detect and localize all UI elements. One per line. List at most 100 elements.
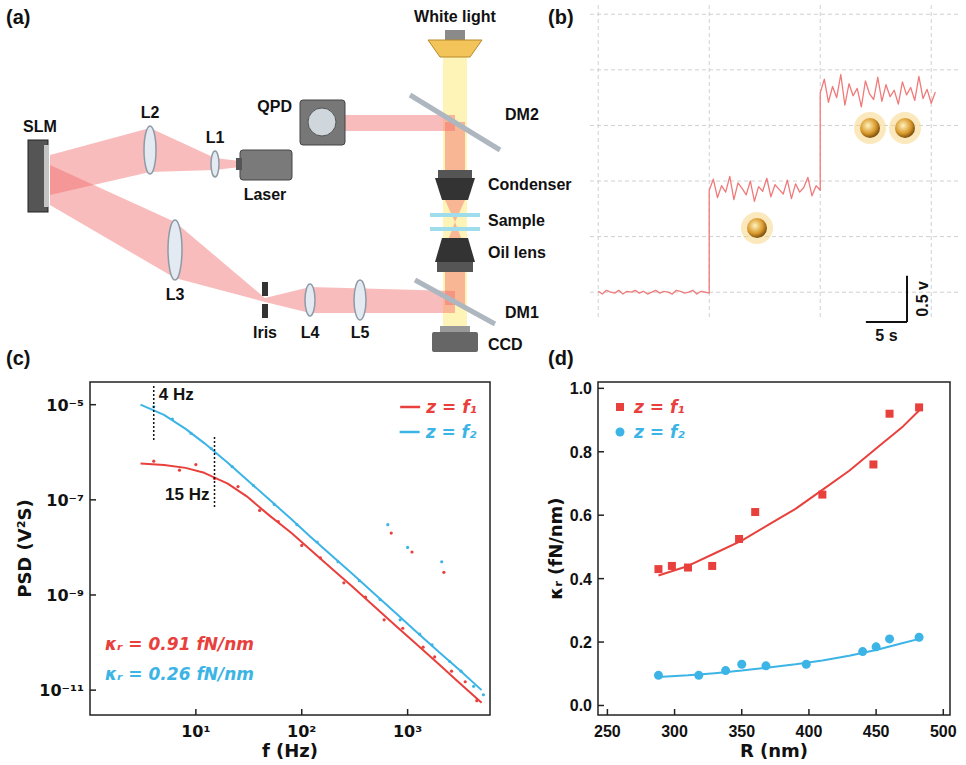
- legend-swatch: [400, 431, 420, 434]
- y-tick: [90, 594, 96, 596]
- sample: [430, 227, 480, 231]
- marker: [885, 634, 894, 643]
- scale-bar: [906, 276, 908, 322]
- y-tick: [90, 404, 96, 406]
- plot-frame: [598, 382, 950, 715]
- x-tick: [195, 709, 197, 715]
- legend-label: z = f₁: [425, 397, 477, 417]
- component-label: L3: [166, 286, 185, 303]
- grid-line: [590, 69, 960, 70]
- marker: [231, 465, 234, 468]
- marker: [433, 655, 436, 658]
- marker: [475, 699, 478, 702]
- panel-letter: (c): [6, 347, 30, 369]
- iris: [262, 304, 268, 318]
- series-line: [658, 411, 919, 576]
- plot-frame: [90, 382, 490, 715]
- marker: [383, 618, 386, 621]
- marker: [802, 660, 811, 669]
- marker: [421, 646, 424, 649]
- laser-beam: [265, 287, 310, 313]
- particle-glow: [889, 112, 921, 144]
- y-tick: [598, 388, 604, 390]
- component-label: L1: [206, 129, 225, 146]
- laser: [240, 150, 292, 180]
- plot-area: [598, 74, 935, 294]
- y-tick-label: 10⁻⁹: [46, 586, 84, 605]
- x-tick-label: 10²: [287, 722, 316, 741]
- y-tick: [90, 689, 96, 691]
- qpd-sensor: [308, 108, 336, 136]
- dichroic-mirror: [415, 280, 495, 324]
- y-tick-label: 10⁻⁷: [46, 491, 84, 510]
- grid-line: [590, 14, 960, 15]
- laser-beam: [175, 222, 265, 302]
- x-tick: [407, 709, 409, 715]
- y-tick-label: 0.0: [570, 697, 592, 714]
- qpd: [300, 100, 345, 145]
- marker: [252, 484, 255, 487]
- ccd: [432, 332, 478, 352]
- x-tick-label: 450: [863, 723, 890, 740]
- x-tick-label: 300: [661, 723, 688, 740]
- component-label: L2: [141, 104, 160, 121]
- component-label: CCD: [488, 336, 523, 353]
- plot-area: [141, 405, 486, 703]
- y-tick: [598, 514, 604, 516]
- marker: [410, 550, 413, 553]
- objective: [437, 262, 473, 272]
- y-tick: [90, 499, 96, 501]
- component-label: DM1: [505, 304, 539, 321]
- marker: [390, 531, 393, 534]
- annotation: 4 Hz: [159, 385, 194, 404]
- annotation: κᵣ = 0.91 fN/nm: [105, 634, 254, 654]
- laser-beam: [50, 165, 175, 278]
- legend-label: z = f₂: [425, 422, 477, 442]
- lens: [144, 126, 156, 174]
- panel-letter: (a): [6, 6, 30, 28]
- y-tick: [598, 641, 604, 643]
- condenser: [435, 178, 475, 200]
- marker: [616, 403, 624, 411]
- component-label: Iris: [253, 324, 277, 341]
- annotation-line: [214, 437, 216, 507]
- marker: [450, 670, 453, 673]
- legend-swatch: [400, 406, 420, 409]
- sample: [430, 213, 480, 217]
- y-tick-label: 0.2: [570, 634, 592, 651]
- marker: [277, 520, 280, 523]
- grid-line: [590, 181, 960, 182]
- marker: [258, 509, 261, 512]
- marker: [869, 460, 877, 468]
- marker: [295, 523, 298, 526]
- lens: [168, 220, 182, 280]
- component-label: L4: [301, 324, 320, 341]
- marker: [273, 503, 276, 506]
- setup-diagram: [28, 30, 500, 352]
- y-tick-label: 0.4: [570, 571, 592, 588]
- particle: [747, 218, 767, 238]
- marker: [464, 680, 467, 683]
- x-tick: [875, 709, 877, 715]
- particle: [860, 118, 880, 138]
- trace: [598, 74, 935, 294]
- component-label: Condenser: [488, 176, 572, 193]
- y-tick-label: 10⁻¹¹: [39, 681, 84, 700]
- marker: [406, 546, 409, 549]
- marker: [401, 627, 404, 630]
- ccd: [440, 326, 470, 332]
- component-label: Oil lens: [488, 244, 546, 261]
- x-tick: [741, 709, 743, 715]
- component-label: Sample: [488, 212, 545, 229]
- x-tick-label: 250: [594, 723, 621, 740]
- marker: [915, 403, 923, 411]
- laser-beam: [345, 115, 455, 131]
- grid-line: [590, 236, 960, 237]
- marker: [342, 581, 345, 584]
- panel-letter: (b): [548, 6, 574, 28]
- marker: [316, 540, 319, 543]
- lamp-base: [445, 30, 465, 40]
- y-tick: [598, 451, 604, 453]
- iris: [262, 282, 268, 296]
- panel-letter: (d): [548, 347, 574, 369]
